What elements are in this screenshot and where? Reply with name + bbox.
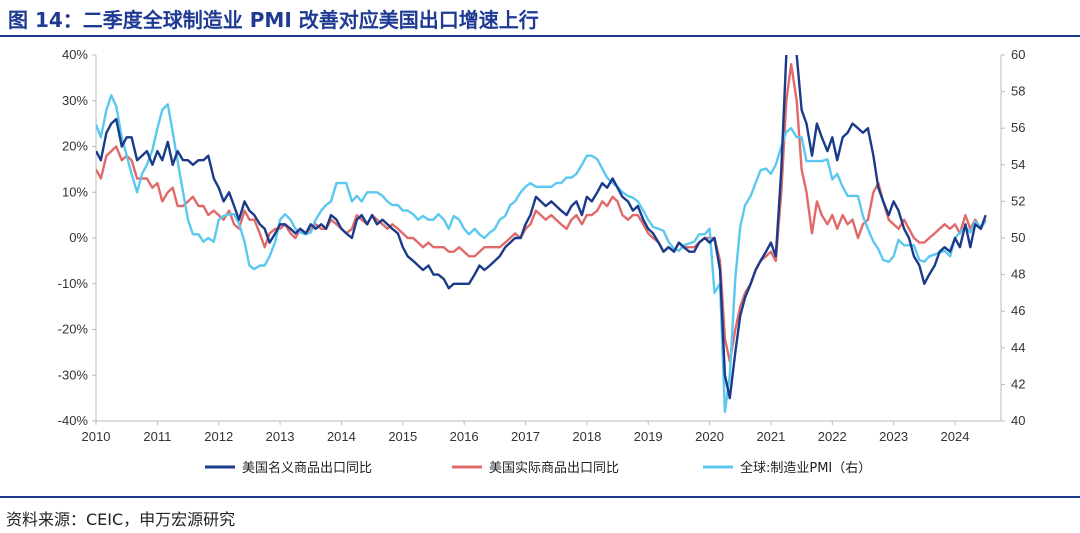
y-left-tick-label: -40% (58, 413, 89, 428)
y-left-tick-label: -20% (58, 322, 89, 337)
y-left-tick-label: 30% (62, 93, 88, 108)
x-tick-label: 2018 (572, 429, 601, 444)
x-tick-label: 2011 (143, 429, 171, 444)
y-right-tick-label: 56 (1011, 120, 1025, 135)
x-tick-label: 2012 (204, 429, 233, 444)
y-left-tick-label: 20% (62, 139, 88, 154)
y-right-tick-label: 40 (1011, 413, 1025, 428)
series-line-1 (96, 55, 987, 400)
y-right-tick-label: 42 (1011, 376, 1025, 391)
x-tick-label: 2013 (266, 429, 295, 444)
y-left-tick-label: 0% (69, 230, 88, 245)
x-tick-label: 2019 (634, 429, 663, 444)
y-left-tick-label: 40% (62, 47, 88, 62)
x-tick-label: 2014 (327, 429, 356, 444)
y-left-tick-label: -10% (58, 276, 89, 291)
x-tick-label: 2015 (388, 429, 417, 444)
title-rule (0, 35, 1080, 37)
y-left-tick-label: -30% (58, 367, 89, 382)
x-tick-label: 2022 (818, 429, 847, 444)
series-line-2 (96, 63, 987, 363)
y-right-tick-label: 46 (1011, 303, 1025, 318)
y-right-tick-label: 44 (1011, 340, 1025, 355)
y-right-tick-label: 48 (1011, 267, 1025, 282)
x-tick-label: 2016 (450, 429, 479, 444)
source-note: 资料来源：CEIC，申万宏源研究 (6, 510, 236, 529)
y-right-tick-label: 52 (1011, 193, 1025, 208)
x-tick-label: 2020 (695, 429, 724, 444)
y-right-tick-label: 54 (1011, 157, 1025, 172)
x-tick-label: 2010 (82, 429, 111, 444)
page-title: 图 14：二季度全球制造业 PMI 改善对应美国出口增速上行 (8, 8, 539, 32)
y-right-tick-label: 50 (1011, 230, 1025, 245)
legend-label-2: 美国实际商品出口同比 (489, 461, 619, 476)
footer-rule (0, 496, 1080, 498)
y-left-tick-label: 10% (62, 184, 88, 199)
x-tick-label: 2017 (511, 429, 540, 444)
x-tick-label: 2024 (941, 429, 970, 444)
legend-label-3: 全球:制造业PMI（右） (740, 460, 871, 476)
x-tick-label: 2021 (756, 429, 785, 444)
legend-label-1: 美国名义商品出口同比 (242, 460, 372, 476)
x-tick-label: 2023 (879, 429, 908, 444)
y-right-tick-label: 58 (1011, 84, 1025, 99)
series-line-3 (96, 94, 987, 414)
y-right-tick-label: 60 (1011, 47, 1025, 62)
